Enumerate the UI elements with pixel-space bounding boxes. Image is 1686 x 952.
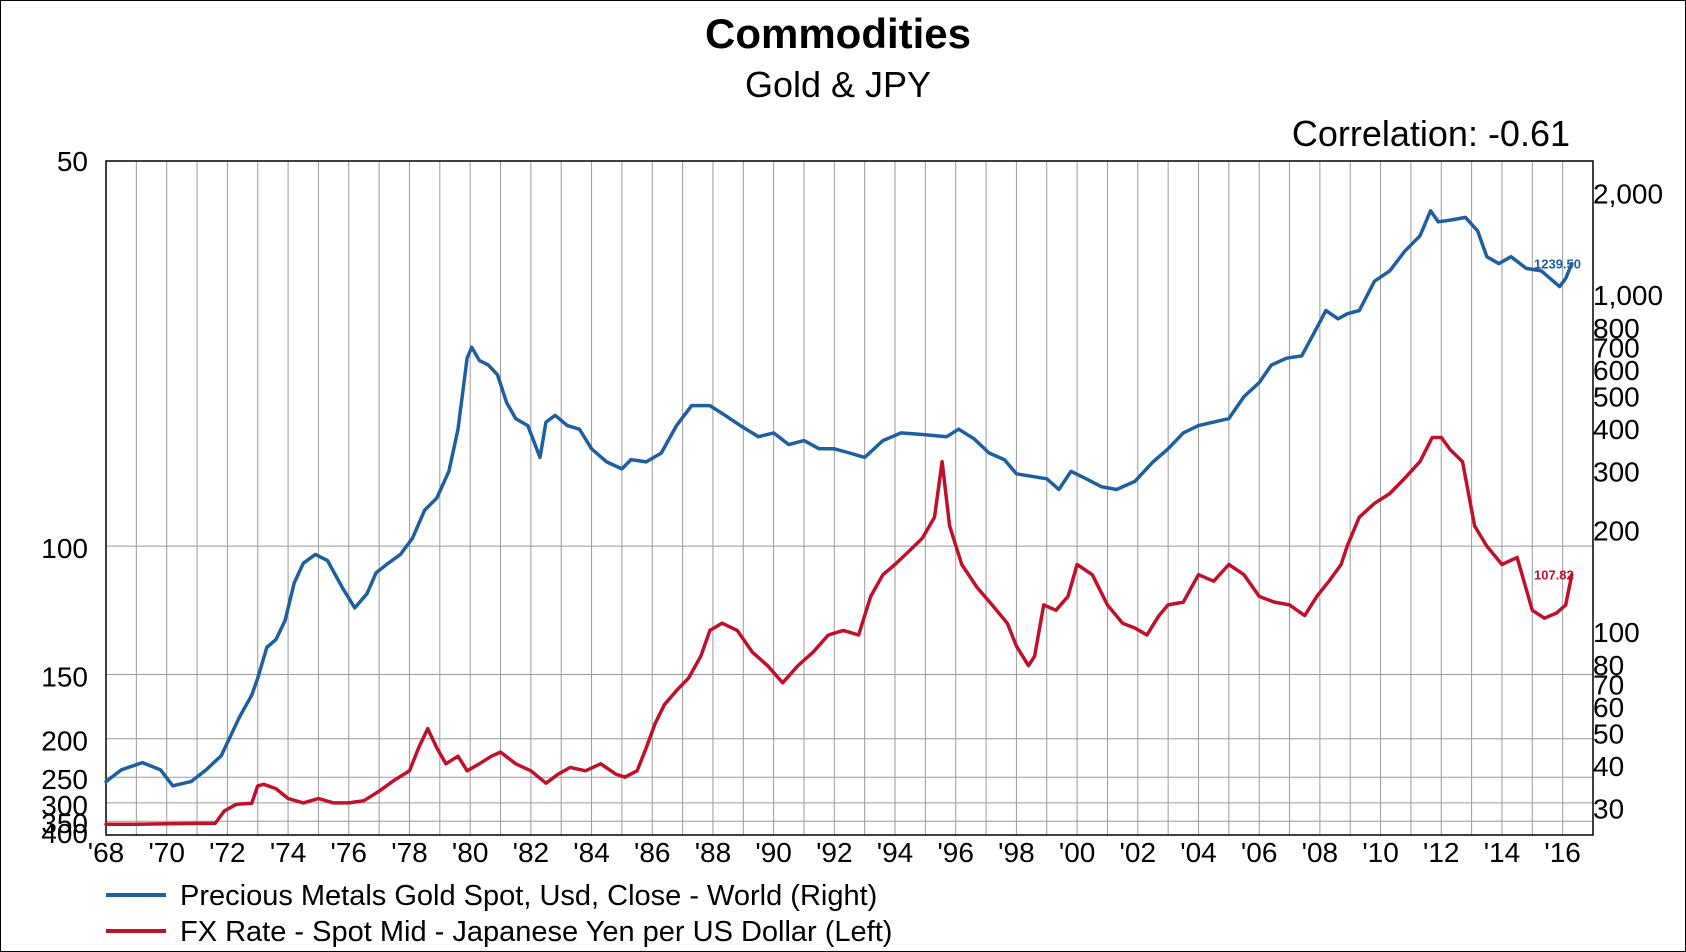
- x-tick-label: '12: [1423, 837, 1460, 868]
- x-tick-label: '70: [148, 837, 185, 868]
- x-tick-label: '08: [1302, 837, 1339, 868]
- x-tick-label: '86: [634, 837, 671, 868]
- x-tick-label: '90: [755, 837, 792, 868]
- x-tick-label: '84: [573, 837, 610, 868]
- x-tick-label: '68: [88, 837, 125, 868]
- right-tick-label: 40: [1593, 751, 1624, 782]
- left-tick-label: 100: [41, 533, 88, 564]
- right-tick-label: 500: [1593, 382, 1640, 413]
- chart-title: Commodities: [705, 10, 971, 57]
- x-tick-label: '10: [1362, 837, 1399, 868]
- right-tick-label: 700: [1593, 332, 1640, 363]
- x-tick-label: '14: [1484, 837, 1521, 868]
- x-tick-label: '96: [937, 837, 974, 868]
- series-layer: 107.82 1239.50: [104, 208, 1581, 827]
- x-tick-label: '06: [1241, 837, 1278, 868]
- x-tick-label: '94: [877, 837, 914, 868]
- x-tick-label: '74: [270, 837, 307, 868]
- correlation-annotation: Correlation: -0.61: [1292, 113, 1570, 154]
- x-tick-label: '16: [1544, 837, 1581, 868]
- right-tick-label: 200: [1593, 516, 1640, 547]
- x-axis: '68 '70 '72 '74 '76 '78 '80 '82 '84 '86 '88 '90 '92 '…: [88, 837, 1581, 868]
- right-tick-label: 800: [1593, 313, 1640, 344]
- right-tick-label: 2,000: [1593, 179, 1663, 210]
- last-value-label-0: 1239.50: [1534, 257, 1581, 272]
- right-tick-label: 400: [1593, 414, 1640, 445]
- right-tick-label: 100: [1593, 617, 1640, 648]
- left-tick-label: 300: [41, 790, 88, 821]
- last-value-label-1: 107.82: [1534, 568, 1574, 583]
- legend-label-1: FX Rate - Spot Mid - Japanese Yen per US…: [180, 916, 892, 948]
- x-tick-label: '72: [209, 837, 246, 868]
- series-line-0: [104, 208, 1574, 788]
- x-tick-label: '80: [452, 837, 489, 868]
- right-tick-label: 30: [1593, 793, 1624, 824]
- series-line-1: [104, 435, 1574, 827]
- right-tick-label: 70: [1593, 669, 1624, 700]
- right-tick-label: 60: [1593, 692, 1624, 723]
- x-tick-label: '04: [1180, 837, 1217, 868]
- legend-label-0: Precious Metals Gold Spot, Usd, Close - …: [180, 880, 877, 912]
- x-tick-label: '78: [391, 837, 428, 868]
- left-tick-label: 150: [41, 662, 88, 693]
- x-tick-label: '82: [513, 837, 550, 868]
- left-tick-label: 250: [41, 764, 88, 795]
- right-tick-label: 1,000: [1593, 280, 1663, 311]
- left-tick-label: 400: [41, 818, 88, 849]
- x-tick-label: '92: [816, 837, 853, 868]
- right-tick-label: 300: [1593, 456, 1640, 487]
- right-tick-label: 600: [1593, 355, 1640, 386]
- left-tick-label: 200: [41, 726, 88, 757]
- plot-area: [105, 160, 1594, 836]
- left-tick-label: 350: [41, 808, 88, 839]
- x-tick-label: '00: [1059, 837, 1096, 868]
- gridlines: [106, 161, 1593, 835]
- x-tick-label: '88: [695, 837, 732, 868]
- right-tick-label: 80: [1593, 650, 1624, 681]
- x-tick-label: '02: [1120, 837, 1157, 868]
- chart-subtitle: Gold & JPY: [745, 64, 931, 105]
- legend: Precious Metals Gold Spot, Usd, Close - …: [106, 880, 892, 948]
- left-tick-label: 50: [57, 146, 88, 177]
- right-tick-label: 50: [1593, 719, 1624, 750]
- x-tick-label: '76: [331, 837, 368, 868]
- x-tick-label: '98: [998, 837, 1035, 868]
